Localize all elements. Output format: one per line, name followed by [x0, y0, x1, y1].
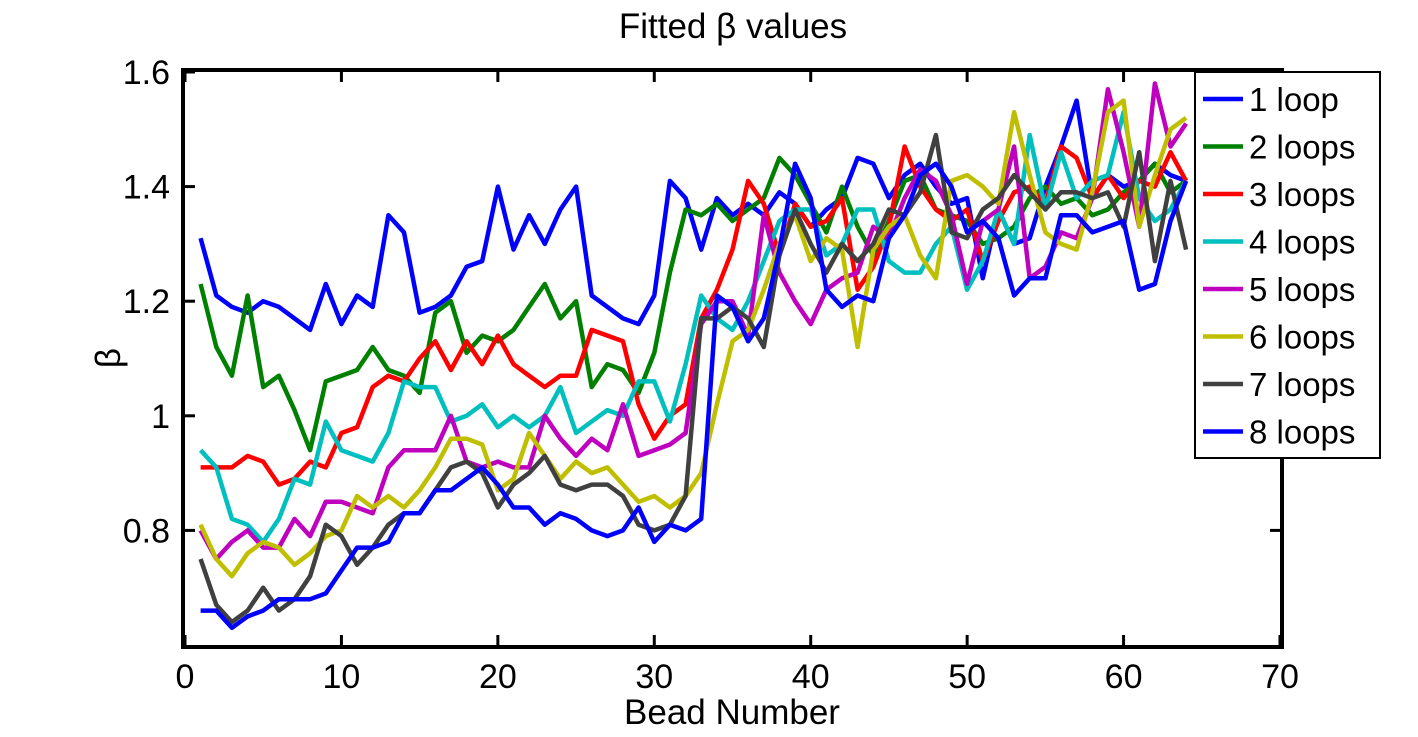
- legend-label: 3 loops: [1249, 176, 1355, 213]
- legend-items: 1 loop 2 loops 3 loops 4 loops 5 loops 6 loop…: [1203, 81, 1355, 451]
- legend: 1 loop 2 loops 3 loops 4 loops 5 loops 6 loop…: [1194, 71, 1381, 459]
- legend-label: 6 loops: [1249, 319, 1355, 356]
- y-tick-label: 1.4: [123, 169, 170, 207]
- legend-label: 8 loops: [1249, 414, 1355, 451]
- legend-box: [1194, 71, 1381, 459]
- legend-label: 1 loop: [1249, 81, 1339, 118]
- legend-label: 2 loops: [1249, 129, 1355, 166]
- x-axis-label: Bead Number: [624, 693, 840, 732]
- x-tick-label: 40: [792, 658, 830, 696]
- series-line-5: [198, 81, 1188, 562]
- y-tick-label: 1.6: [123, 54, 170, 92]
- series-line-1: [198, 98, 1187, 333]
- series-line-7: [198, 132, 1189, 625]
- x-tick-label: 60: [1105, 658, 1143, 696]
- y-tick-label: 1: [151, 398, 170, 436]
- legend-label: 5 loops: [1249, 271, 1355, 308]
- y-tick-label: 0.8: [123, 512, 170, 550]
- x-tick-label: 50: [948, 658, 986, 696]
- y-tick-label: 1.2: [123, 283, 170, 321]
- series-line-8: [200, 161, 1189, 631]
- series-layer: [198, 81, 1189, 631]
- series-line-6: [198, 98, 1188, 579]
- x-axis-ticks: 0 10 20 30 40 50 60 70: [176, 72, 1299, 696]
- x-tick-label: 70: [1261, 658, 1299, 696]
- y-axis-ticks: 0.8 1 1.2 1.4 1.6: [123, 54, 1280, 550]
- x-tick-label: 0: [176, 658, 195, 696]
- legend-label: 7 loops: [1249, 366, 1355, 403]
- series-line-4: [198, 109, 1189, 545]
- legend-label: 4 loops: [1249, 224, 1355, 261]
- x-tick-label: 10: [323, 658, 361, 696]
- x-tick-label: 30: [635, 658, 673, 696]
- chart-title: Fitted β values: [619, 7, 847, 46]
- y-axis-label: β: [89, 348, 128, 368]
- x-tick-label: 20: [479, 658, 517, 696]
